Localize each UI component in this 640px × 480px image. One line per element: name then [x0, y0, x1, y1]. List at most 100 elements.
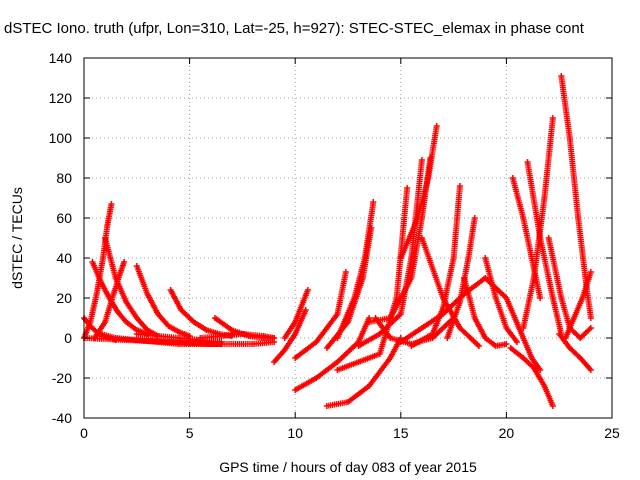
data-point [570, 315, 577, 321]
data-point [304, 287, 311, 293]
data-point [355, 343, 362, 349]
data-point [467, 335, 474, 341]
data-point [372, 315, 379, 321]
data-point [281, 347, 288, 353]
data-point [482, 335, 489, 341]
data-point [123, 337, 130, 343]
data-point [450, 255, 457, 261]
data-point [133, 331, 140, 337]
plot-frame [83, 57, 613, 419]
data-point [211, 315, 218, 321]
data-point [121, 259, 128, 265]
data-point [408, 275, 415, 281]
x-tick-label: 5 [186, 425, 194, 441]
data-point [537, 367, 544, 373]
x-tick-label: 25 [604, 425, 620, 441]
data-point [387, 355, 394, 361]
data-point [404, 185, 411, 191]
data-point [165, 339, 172, 345]
y-tick-label: 0 [64, 330, 72, 346]
y-tick-label: 100 [49, 130, 73, 146]
data-point [123, 319, 130, 325]
y-tick-label: 140 [49, 50, 73, 66]
data-point [292, 387, 299, 393]
series-arc-19 [323, 335, 404, 409]
data-point [579, 295, 586, 301]
data-point [108, 201, 115, 207]
data-point [93, 291, 100, 297]
data-point [249, 341, 256, 347]
data-point [133, 315, 140, 321]
data-point [530, 275, 537, 281]
data-point [418, 325, 425, 331]
data-point [503, 295, 510, 301]
y-tick-label: 80 [56, 170, 72, 186]
data-point [492, 343, 499, 349]
data-point [302, 307, 309, 313]
series-arc-5 [102, 235, 161, 339]
data-point [167, 287, 174, 293]
data-point [577, 355, 584, 361]
data-point [203, 327, 210, 333]
data-point [110, 291, 117, 297]
data-point [97, 279, 104, 285]
data-point [218, 339, 225, 345]
data-point [176, 335, 183, 341]
series-arc-28 [444, 215, 478, 341]
data-point [545, 235, 552, 241]
x-tick-labels: 0 5 10 15 20 25 [80, 425, 620, 441]
x-tick-label: 10 [287, 425, 303, 441]
data-point [100, 255, 107, 261]
data-point [429, 331, 436, 337]
data-point [366, 319, 373, 325]
series-arc-18 [334, 199, 377, 341]
series-arc-12 [197, 331, 278, 341]
x-tick-label: 15 [393, 425, 409, 441]
data-point [376, 351, 383, 357]
data-point [475, 343, 482, 349]
data-point [440, 311, 447, 317]
data-point [334, 335, 341, 341]
data-point [342, 269, 349, 275]
data-point [433, 123, 440, 129]
data-point [323, 345, 330, 351]
data-point [197, 335, 204, 341]
data-point [503, 341, 510, 347]
data-point [541, 383, 548, 389]
series-arc-23 [397, 123, 440, 261]
data-point [281, 335, 288, 341]
y-tick-label: 40 [56, 250, 72, 266]
data-point [123, 299, 130, 305]
data-point [456, 183, 463, 189]
series-arc-15 [292, 269, 349, 361]
data-point [154, 311, 161, 317]
y-axis-label: dSTEC / TECUs [9, 187, 25, 289]
data-point [558, 73, 565, 79]
data-point [260, 333, 267, 339]
data-point [207, 341, 214, 347]
data-point [334, 359, 341, 365]
data-point [444, 335, 451, 341]
data-point [271, 335, 278, 341]
data-point [239, 331, 246, 337]
y-tick-label: 20 [56, 290, 72, 306]
data-point [228, 327, 235, 333]
data-point [154, 333, 161, 339]
data-point [218, 333, 225, 339]
data-point [530, 365, 537, 371]
data-point [190, 319, 197, 325]
series-arc-32 [507, 345, 556, 409]
y-tick-label: -20 [52, 370, 72, 386]
data-point [271, 359, 278, 365]
x-axis-label: GPS time / hours of day 083 of year 2015 [219, 459, 477, 475]
data-point [292, 319, 299, 325]
y-tick-label: 60 [56, 210, 72, 226]
data-point [503, 325, 510, 331]
data-point [482, 275, 489, 281]
data-point [558, 295, 565, 301]
data-point [575, 215, 582, 221]
data-point [482, 255, 489, 261]
data-point [587, 269, 594, 275]
data-point [116, 271, 123, 277]
